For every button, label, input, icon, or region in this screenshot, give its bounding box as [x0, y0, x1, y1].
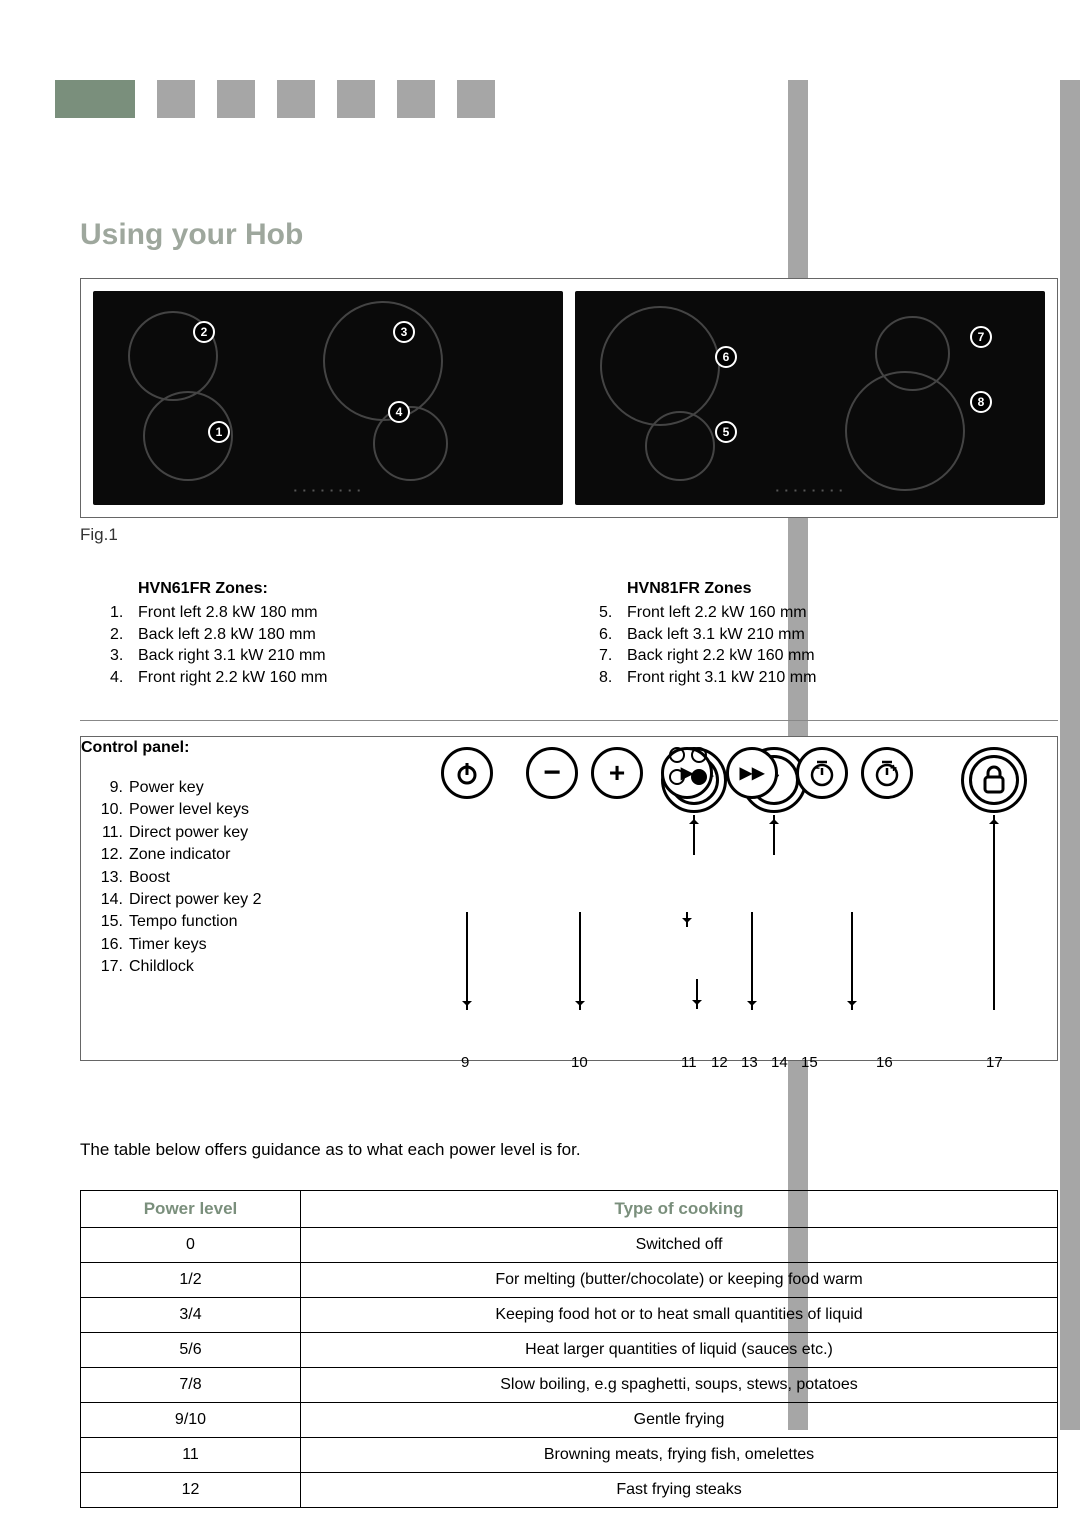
power-icon: [441, 747, 493, 799]
page-title: Using your Hob: [80, 218, 303, 252]
control-panel-block: Control panel: 9.Power key 10.Power leve…: [80, 736, 1058, 1061]
arrow: [686, 912, 688, 927]
table-header-power: Power level: [81, 1191, 301, 1228]
side-stripe-2: [1060, 80, 1080, 1430]
zone-badge-4: 4: [388, 401, 410, 423]
table-intro: The table below offers guidance as to wh…: [80, 1140, 581, 1160]
hob-hvn81fr: 6 5 7 8 ▪ ▪ ▪ ▪ ▪ ▪ ▪ ▪: [575, 291, 1045, 505]
left-zones-list: 1.Front left 2.8 kW 180 mm 2.Back left 2…: [80, 602, 569, 688]
zone-badge-3: 3: [393, 321, 415, 343]
minus-icon: −: [526, 747, 578, 799]
right-zones-list: 5.Front left 2.2 kW 160 mm 6.Back left 3…: [569, 602, 1058, 688]
zone-indicator-icon: [669, 747, 719, 797]
arrow: [751, 912, 753, 1010]
plus-icon: +: [591, 747, 643, 799]
header-decoration: [55, 80, 495, 118]
childlock-icon: [961, 747, 1027, 813]
figure-caption: Fig.1: [80, 525, 118, 545]
arrow: [773, 815, 775, 855]
control-panel-list: 9.Power key 10.Power level keys 11.Direc…: [93, 777, 262, 979]
zone-badge-7: 7: [970, 326, 992, 348]
arrow: [693, 815, 695, 855]
arrow: [993, 815, 995, 1010]
arrow: [466, 912, 468, 1010]
divider: [80, 720, 1058, 721]
control-panel-heading: Control panel:: [79, 735, 189, 757]
zone-badge-1: 1: [208, 421, 230, 443]
figure-box: 2 1 3 4 ▪ ▪ ▪ ▪ ▪ ▪ ▪ ▪ 6 5 7 8 ▪ ▪ ▪ ▪ …: [80, 278, 1058, 518]
zone-badge-6: 6: [715, 346, 737, 368]
left-zones-heading: HVN61FR Zones:: [138, 580, 569, 598]
zone-badge-2: 2: [193, 321, 215, 343]
control-panel-diagram: BOOST ✔ − + ▶ ▶▶ − +: [381, 747, 1041, 1027]
arrow: [696, 979, 698, 1009]
timer-minus-icon: −: [796, 747, 848, 799]
hob-hvn61fr: 2 1 3 4 ▪ ▪ ▪ ▪ ▪ ▪ ▪ ▪: [93, 291, 563, 505]
arrow: [851, 912, 853, 1010]
table-header-type: Type of cooking: [301, 1191, 1058, 1228]
zone-badge-5: 5: [715, 421, 737, 443]
svg-text:+: +: [890, 761, 897, 775]
power-level-table: Power level Type of cooking 0Switched of…: [80, 1190, 1058, 1508]
right-zones-heading: HVN81FR Zones: [627, 580, 1058, 598]
arrow: [579, 912, 581, 1010]
timer-plus-icon: +: [861, 747, 913, 799]
svg-text:−: −: [813, 761, 820, 775]
fastforward-icon: ▶▶: [726, 747, 778, 799]
zones-columns: HVN61FR Zones: 1.Front left 2.8 kW 180 m…: [80, 580, 1058, 688]
zone-badge-8: 8: [970, 391, 992, 413]
